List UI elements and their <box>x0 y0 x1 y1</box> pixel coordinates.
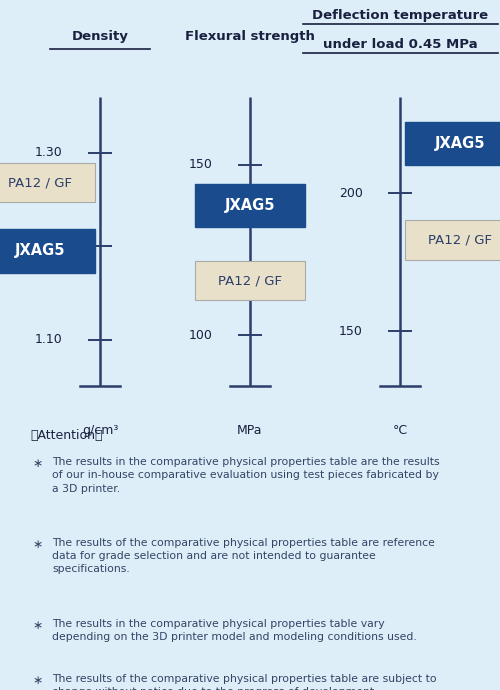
Text: JXAG5: JXAG5 <box>225 198 275 213</box>
Text: The results in the comparative physical properties table vary
depending on the 3: The results in the comparative physical … <box>52 619 417 642</box>
Text: Density: Density <box>72 30 128 43</box>
Text: PA12 / GF: PA12 / GF <box>8 176 72 189</box>
Text: °C: °C <box>392 424 407 437</box>
Text: 1.20: 1.20 <box>35 239 62 253</box>
FancyBboxPatch shape <box>405 122 500 165</box>
Text: JXAG5: JXAG5 <box>15 244 65 258</box>
Text: ∗: ∗ <box>32 457 43 470</box>
Text: 150: 150 <box>338 325 362 337</box>
Text: MPa: MPa <box>238 424 263 437</box>
Text: Deflection temperature: Deflection temperature <box>312 9 488 22</box>
FancyBboxPatch shape <box>0 163 95 202</box>
Text: PA12 / GF: PA12 / GF <box>218 274 282 287</box>
Text: 100: 100 <box>188 328 212 342</box>
Text: 1.30: 1.30 <box>35 146 62 159</box>
Text: The results of the comparative physical properties table are subject to
change w: The results of the comparative physical … <box>52 674 437 690</box>
Text: ∗: ∗ <box>32 674 43 687</box>
FancyBboxPatch shape <box>195 184 305 228</box>
FancyBboxPatch shape <box>0 229 95 273</box>
Text: Flexural strength: Flexural strength <box>185 30 315 43</box>
Text: PA12 / GF: PA12 / GF <box>428 234 492 246</box>
Text: The results of the comparative physical properties table are reference
data for : The results of the comparative physical … <box>52 538 436 574</box>
Text: 200: 200 <box>338 187 362 199</box>
Text: 【Attention】: 【Attention】 <box>30 429 102 442</box>
Text: 1.10: 1.10 <box>35 333 62 346</box>
FancyBboxPatch shape <box>195 261 305 300</box>
Text: ∗: ∗ <box>32 538 43 551</box>
FancyBboxPatch shape <box>405 221 500 260</box>
Text: The results in the comparative physical properties table are the results
of our : The results in the comparative physical … <box>52 457 440 493</box>
Text: ∗: ∗ <box>32 619 43 631</box>
Text: g/cm³: g/cm³ <box>82 424 118 437</box>
Text: under load 0.45 MPa: under load 0.45 MPa <box>322 38 478 51</box>
Text: 150: 150 <box>188 158 212 171</box>
Text: JXAG5: JXAG5 <box>435 136 485 151</box>
